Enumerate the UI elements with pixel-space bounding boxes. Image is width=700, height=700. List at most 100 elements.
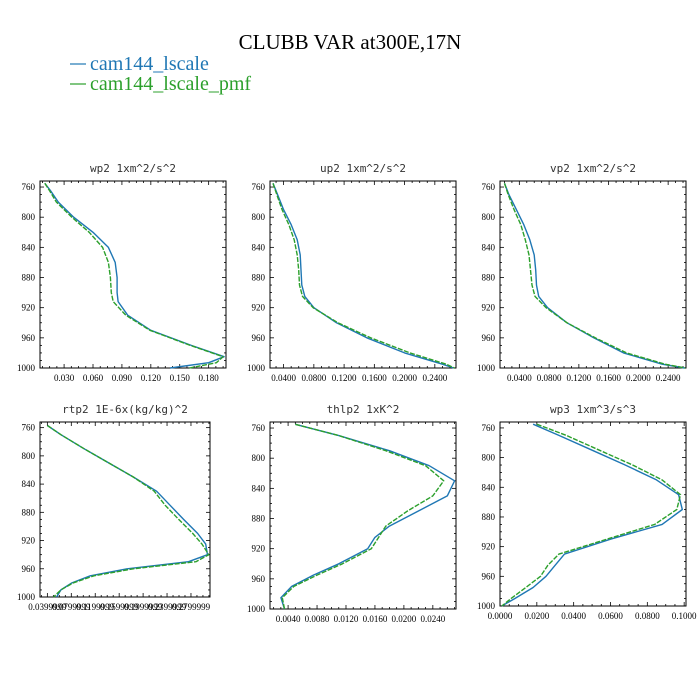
y-tick-label: 960 [22, 564, 36, 574]
x-tick-label: 0.0200 [524, 611, 549, 621]
y-tick-label: 880 [22, 507, 36, 517]
chart-title: CLUBB VAR at300E,17N [239, 30, 462, 54]
y-tick-label: 920 [252, 544, 266, 554]
y-tick-label: 960 [22, 333, 36, 343]
y-tick-label: 1000 [247, 604, 266, 614]
x-tick-label: 0.0080 [305, 614, 330, 624]
y-tick-label: 960 [252, 333, 266, 343]
y-tick-label: 840 [482, 242, 496, 252]
y-tick-label: 960 [252, 574, 266, 584]
series-line-lscale-pmf [272, 183, 455, 369]
x-tick-label: 0.0400 [561, 611, 586, 621]
y-tick-label: 920 [482, 303, 496, 313]
y-tick-label: 840 [252, 483, 266, 493]
panel-frame [39, 180, 227, 369]
y-tick-label: 1000 [477, 363, 496, 373]
y-tick-label: 800 [22, 451, 36, 461]
x-tick-label: 0.1199999 [76, 602, 114, 612]
x-tick-label: 0.2399999 [148, 602, 187, 612]
x-tick-label: 0.090 [112, 373, 133, 383]
series-line-lscale-pmf [503, 183, 686, 369]
x-tick-label: 0.0399999 [28, 602, 67, 612]
panel-frame [269, 180, 457, 369]
y-tick-label: 800 [252, 212, 266, 222]
y-tick-label: 760 [252, 182, 266, 192]
y-tick-label: 1000 [17, 592, 36, 602]
y-tick-label: 1000 [17, 363, 36, 373]
series-line-lscale [280, 423, 456, 610]
x-tick-label: 0.0800 [635, 611, 660, 621]
y-tick-label: 760 [22, 423, 36, 433]
x-tick-label: 0.1999999 [124, 602, 163, 612]
y-tick-label: 800 [482, 212, 496, 222]
panel-frame [499, 180, 687, 369]
series-line-lscale [501, 423, 683, 607]
y-tick-label: 760 [252, 423, 266, 433]
y-tick-label: 880 [22, 273, 36, 283]
x-tick-label: 0.0600 [598, 611, 623, 621]
y-tick-label: 1000 [247, 363, 266, 373]
x-tick-label: 0.0800 [537, 373, 562, 383]
y-tick-label: 880 [482, 273, 496, 283]
panel-1: wp2 1xm^2/s^2 760 800 840 880 920 960 1000 0.030… [17, 162, 227, 383]
panel-4: rtp2 1E-6x(kg/kg)^2 760 800 840 880 920 960 100… [17, 403, 211, 612]
panels: wp2 1xm^2/s^2 760 800 840 880 920 960 1000 0.030… [17, 162, 697, 624]
panel-3: vp2 1xm^2/s^2 760 800 840 880 920 960 1000 0.040… [477, 162, 687, 383]
panel-frame [269, 421, 457, 610]
panel-frame [499, 421, 687, 607]
series-line-lscale [272, 183, 454, 369]
x-tick-label: 0.1000 [672, 611, 697, 621]
x-tick-label: 0.0240 [420, 614, 445, 624]
x-tick-label: 0.120 [141, 373, 162, 383]
legend: cam144_lscale cam144_lscale_pmf [70, 53, 251, 95]
panel-2: up2 1xm^2/s^2 760 800 840 880 920 960 1000 0.040… [247, 162, 457, 383]
y-tick-label: 1000 [477, 601, 496, 611]
x-tick-label: 0.1200 [332, 373, 357, 383]
panel-5: thlp2 1xK^2 760 800 840 880 920 960 1000 0.0040 0… [247, 403, 457, 624]
x-tick-label: 0.2799999 [172, 602, 211, 612]
x-tick-label: 0.2000 [392, 373, 417, 383]
panel-6: wp3 1xm^3/s^3 760 800 840 880 920 960 10000.000… [477, 403, 697, 621]
series-line-lscale-pmf [501, 423, 682, 607]
y-tick-label: 760 [482, 423, 496, 433]
series-line-lscale-pmf [281, 423, 445, 610]
x-tick-label: 0.0800 [301, 373, 326, 383]
panel-title: thlp2 1xK^2 [327, 403, 400, 416]
y-tick-label: 920 [482, 542, 496, 552]
x-tick-label: 0.0799999 [52, 602, 91, 612]
x-tick-label: 0.150 [170, 373, 191, 383]
panel-title: wp2 1xm^2/s^2 [90, 162, 176, 175]
x-tick-label: 0.0040 [276, 614, 301, 624]
y-tick-label: 880 [252, 514, 266, 524]
x-tick-label: 0.0200 [392, 614, 417, 624]
x-tick-label: 0.2400 [656, 373, 681, 383]
y-tick-label: 840 [22, 242, 36, 252]
x-tick-label: 0.1599999 [100, 602, 139, 612]
x-tick-label: 0.030 [54, 373, 75, 383]
y-tick-label: 760 [482, 182, 496, 192]
panel-title: wp3 1xm^3/s^3 [550, 403, 636, 416]
x-tick-label: 0.0000 [488, 611, 513, 621]
x-tick-label: 0.0400 [271, 373, 296, 383]
series-line-lscale-pmf [47, 424, 210, 598]
y-tick-label: 880 [252, 273, 266, 283]
y-tick-label: 840 [482, 482, 496, 492]
x-tick-label: 0.1200 [566, 373, 591, 383]
x-tick-label: 0.0120 [334, 614, 359, 624]
series-line-lscale-pmf [44, 182, 224, 369]
legend-label-lscale: cam144_lscale [90, 53, 209, 75]
y-tick-label: 880 [482, 512, 496, 522]
x-tick-label: 0.2400 [422, 373, 447, 383]
y-tick-label: 760 [22, 182, 36, 192]
panel-title: rtp2 1E-6x(kg/kg)^2 [62, 403, 188, 416]
x-tick-label: 0.180 [199, 373, 220, 383]
panel-title: vp2 1xm^2/s^2 [550, 162, 636, 175]
y-tick-label: 920 [22, 536, 36, 546]
y-tick-label: 800 [22, 212, 36, 222]
x-tick-label: 0.0400 [507, 373, 532, 383]
y-tick-label: 840 [22, 479, 36, 489]
y-tick-label: 840 [252, 242, 266, 252]
panel-title: up2 1xm^2/s^2 [320, 162, 406, 175]
